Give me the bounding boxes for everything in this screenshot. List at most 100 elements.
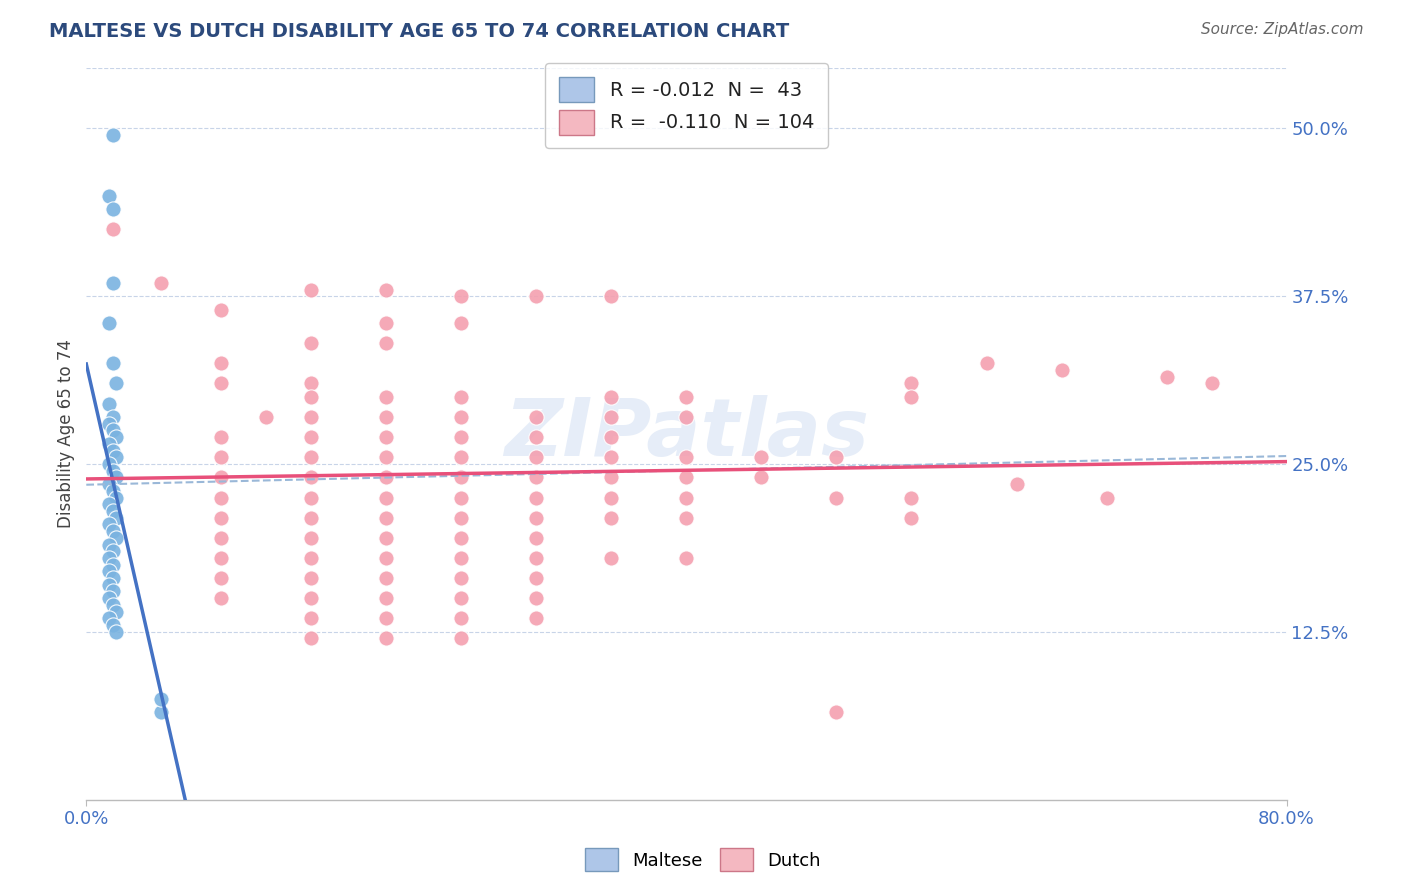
Point <box>526 430 548 444</box>
Point <box>209 591 232 606</box>
Point <box>526 510 548 524</box>
Point <box>105 605 128 619</box>
Point <box>150 706 173 720</box>
Point <box>450 632 472 646</box>
Point <box>600 450 623 465</box>
Point <box>450 571 472 585</box>
Point <box>97 517 120 532</box>
Point <box>299 510 322 524</box>
Point <box>600 390 623 404</box>
Point <box>97 565 120 579</box>
Point <box>299 376 322 391</box>
Point <box>103 222 125 236</box>
Point <box>375 430 398 444</box>
Point <box>675 410 697 425</box>
Point <box>209 571 232 585</box>
Point <box>375 510 398 524</box>
Point <box>900 510 922 524</box>
Point <box>105 510 128 524</box>
Point <box>103 598 125 612</box>
Point <box>526 550 548 565</box>
Point <box>103 443 125 458</box>
Point <box>103 128 125 143</box>
Point <box>526 531 548 545</box>
Point <box>825 450 848 465</box>
Point <box>105 491 128 505</box>
Point <box>209 550 232 565</box>
Point <box>97 316 120 330</box>
Point <box>105 624 128 639</box>
Point <box>825 491 848 505</box>
Point <box>97 578 120 592</box>
Point <box>299 591 322 606</box>
Point <box>375 390 398 404</box>
Point <box>97 457 120 471</box>
Point <box>209 356 232 370</box>
Point <box>375 470 398 484</box>
Point <box>103 424 125 438</box>
Point <box>375 550 398 565</box>
Legend: R = -0.012  N =  43, R =  -0.110  N = 104: R = -0.012 N = 43, R = -0.110 N = 104 <box>546 63 828 148</box>
Point <box>103 356 125 370</box>
Point <box>103 571 125 585</box>
Point <box>375 531 398 545</box>
Point <box>299 571 322 585</box>
Point <box>675 491 697 505</box>
Point <box>299 430 322 444</box>
Point <box>825 706 848 720</box>
Point <box>209 302 232 317</box>
Point <box>97 417 120 431</box>
Point <box>103 524 125 538</box>
Point <box>150 691 173 706</box>
Point <box>450 591 472 606</box>
Point <box>450 491 472 505</box>
Point <box>375 632 398 646</box>
Point <box>209 531 232 545</box>
Point <box>450 450 472 465</box>
Point <box>675 450 697 465</box>
Point <box>375 336 398 351</box>
Point <box>450 390 472 404</box>
Point <box>900 376 922 391</box>
Point <box>103 558 125 572</box>
Point <box>600 289 623 303</box>
Point <box>450 289 472 303</box>
Point <box>450 410 472 425</box>
Point <box>526 591 548 606</box>
Point <box>1050 363 1073 377</box>
Point <box>97 497 120 511</box>
Point <box>105 430 128 444</box>
Point <box>526 289 548 303</box>
Point <box>103 483 125 498</box>
Point <box>526 491 548 505</box>
Point <box>103 276 125 290</box>
Point <box>1156 369 1178 384</box>
Point <box>97 396 120 410</box>
Point <box>675 390 697 404</box>
Point <box>103 504 125 518</box>
Point <box>900 390 922 404</box>
Point <box>1005 477 1028 491</box>
Point <box>375 591 398 606</box>
Y-axis label: Disability Age 65 to 74: Disability Age 65 to 74 <box>58 339 75 528</box>
Point <box>375 611 398 625</box>
Point <box>150 276 173 290</box>
Text: Source: ZipAtlas.com: Source: ZipAtlas.com <box>1201 22 1364 37</box>
Point <box>209 510 232 524</box>
Point <box>675 510 697 524</box>
Point <box>103 544 125 558</box>
Point <box>299 450 322 465</box>
Point <box>900 491 922 505</box>
Point <box>600 510 623 524</box>
Point <box>526 611 548 625</box>
Point <box>375 316 398 330</box>
Point <box>254 410 277 425</box>
Point <box>1095 491 1118 505</box>
Point <box>105 376 128 391</box>
Point <box>450 550 472 565</box>
Point <box>97 537 120 551</box>
Point <box>299 470 322 484</box>
Point <box>299 632 322 646</box>
Point <box>450 611 472 625</box>
Point <box>103 618 125 632</box>
